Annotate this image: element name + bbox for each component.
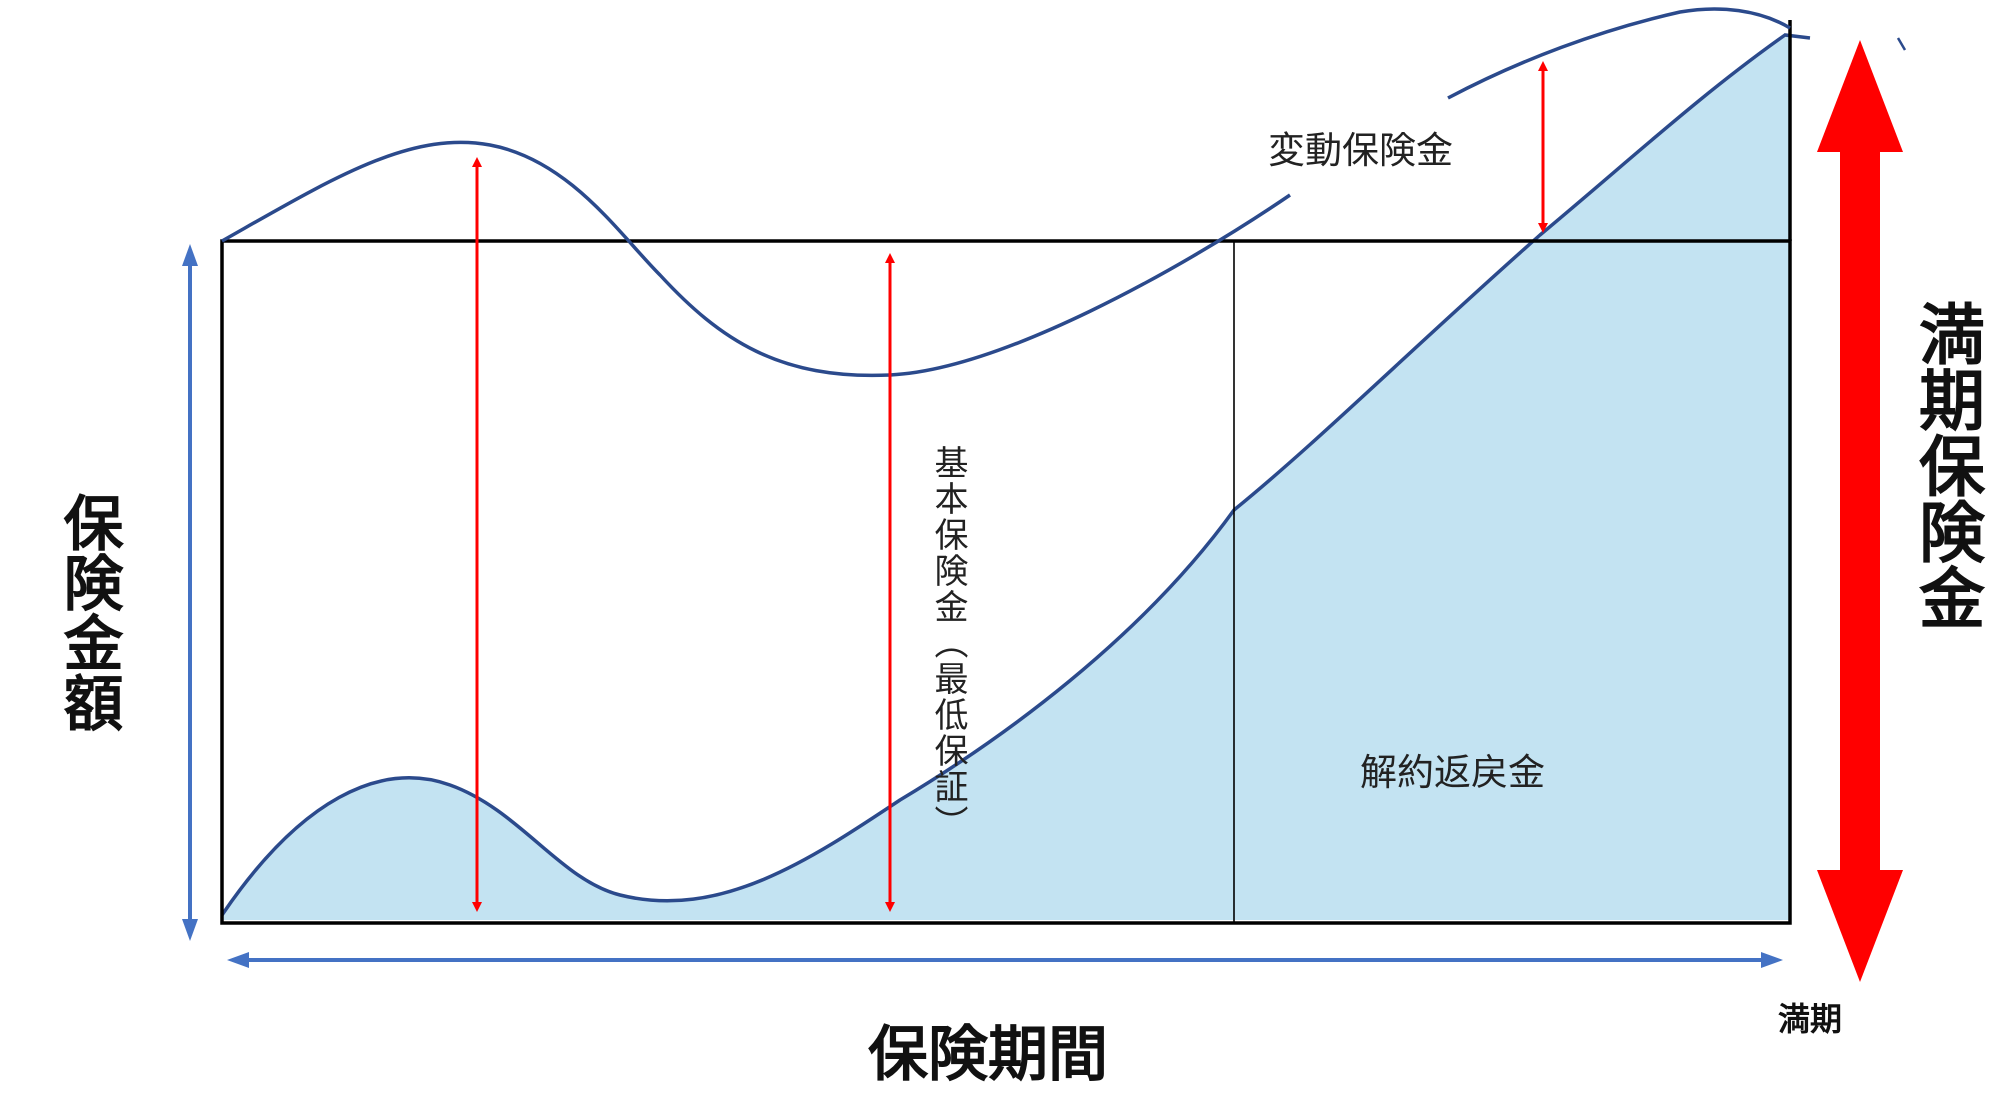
- basic-benefit-frame: [220, 239, 1792, 925]
- policy-period-label: 保険期間: [868, 1020, 1108, 1090]
- surrender-value-curve: [220, 33, 1811, 916]
- surrender-value-label: 解約返戻金: [1360, 751, 1545, 794]
- insured-amount-label: 保険金額: [53, 492, 123, 732]
- curve-tail-mark: [1896, 37, 1907, 51]
- variable-benefit-curve-upper: [1447, 7, 1791, 100]
- surrender-value-area: [222, 35, 1790, 920]
- maturity-benefit-arrow: [1817, 40, 1903, 982]
- variable-benefit-curve: [221, 140, 1291, 378]
- basic-benefit-label: 基本保険金（最低保証）: [928, 445, 968, 841]
- variable-benefit-label: 変動保険金: [1268, 129, 1453, 172]
- maturity-label: 満期: [1778, 1000, 1842, 1038]
- maturity-benefit-label: 満期保険金: [1908, 300, 1986, 630]
